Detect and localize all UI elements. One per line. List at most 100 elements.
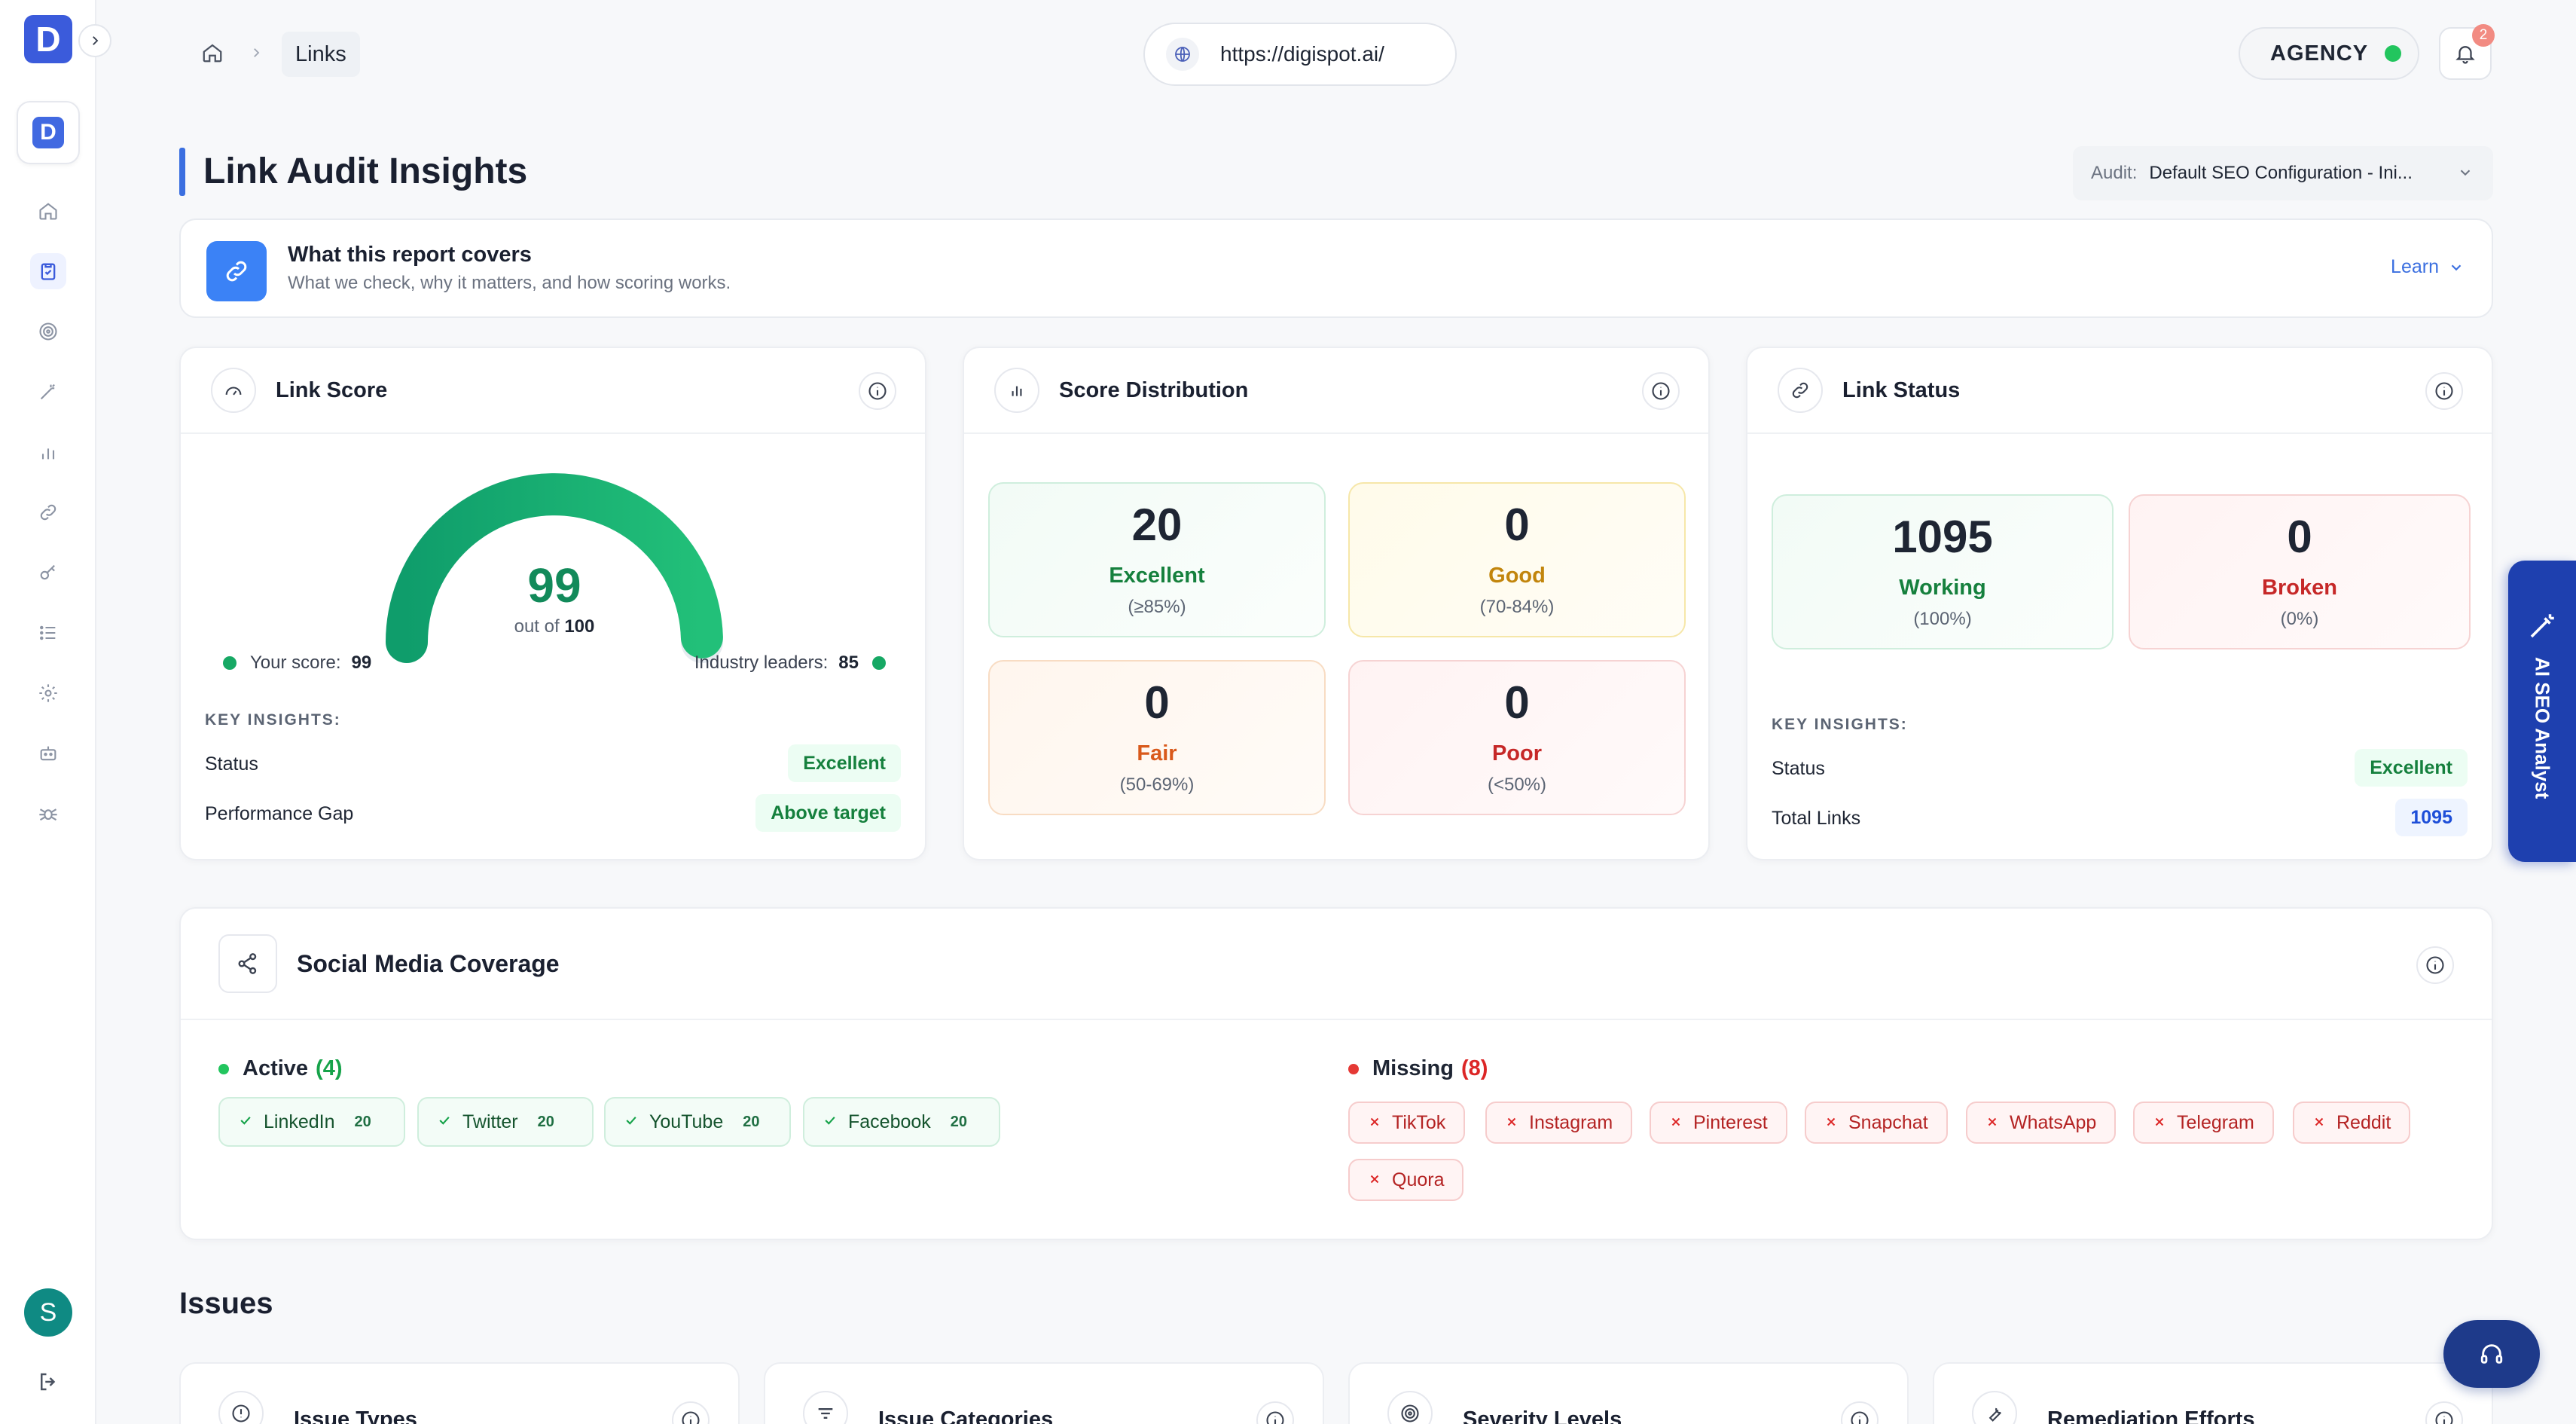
card-title: Severity Levels	[1463, 1407, 1622, 1424]
sidebar-expand-button[interactable]	[78, 24, 111, 57]
chip-label: YouTube	[649, 1111, 724, 1132]
close-icon	[1985, 1112, 1999, 1134]
target-icon	[39, 322, 57, 341]
social-chip-whatsapp[interactable]: WhatsApp	[1966, 1102, 2117, 1144]
social-chip-reddit[interactable]: Reddit	[2293, 1102, 2411, 1144]
breadcrumb-separator	[246, 42, 267, 63]
site-url-pill[interactable]: https://digispot.ai/	[1143, 23, 1457, 86]
active-dot	[218, 1063, 229, 1074]
info-button[interactable]	[2425, 1401, 2463, 1424]
sidebar-item-settings[interactable]	[30, 675, 66, 711]
banner-title: What this report covers	[288, 243, 532, 267]
check-icon	[437, 1111, 452, 1133]
user-avatar[interactable]: S	[24, 1288, 72, 1337]
chevron-down-icon	[2451, 264, 2462, 270]
social-chip-telegram[interactable]: Telegram	[2133, 1102, 2274, 1144]
social-chip-snapchat[interactable]: Snapchat	[1805, 1102, 1948, 1144]
total-links-badge: 1095	[2395, 799, 2468, 836]
stat-name: Broken	[2262, 576, 2337, 600]
notifications-button[interactable]: 2	[2439, 24, 2495, 80]
issues-section-title: Issues	[179, 1287, 273, 1320]
your-score-row: Your score: 99	[223, 652, 371, 674]
status-badge: Excellent	[2355, 749, 2468, 787]
card-title: Social Media Coverage	[297, 949, 560, 977]
info-button[interactable]	[1841, 1401, 1879, 1424]
workspace-switcher[interactable]: D	[17, 101, 80, 164]
severity-levels-card: Severity Levels	[1348, 1362, 1909, 1424]
sidebar-item-list[interactable]	[30, 615, 66, 651]
sidebar-item-audit[interactable]	[30, 253, 66, 289]
chip-label: Snapchat	[1848, 1111, 1928, 1133]
audit-select[interactable]: Audit: Default SEO Configuration - Ini..…	[2073, 146, 2493, 200]
close-icon	[1368, 1112, 1381, 1134]
stat-name: Good	[1488, 564, 1546, 588]
target-icon	[1387, 1391, 1433, 1424]
issue-types-card: Issue Types	[179, 1362, 740, 1424]
sidebar-item-target[interactable]	[30, 313, 66, 350]
info-button[interactable]	[859, 372, 896, 410]
social-chip-youtube[interactable]: YouTube 20	[604, 1097, 791, 1147]
link-status-card: Link Status 1095 Working (100%) 0 Broken…	[1746, 347, 2493, 860]
social-chip-twitter[interactable]: Twitter 20	[417, 1097, 594, 1147]
plan-badge[interactable]: AGENCY	[2239, 27, 2419, 80]
brand-logo[interactable]: D	[24, 15, 72, 63]
sidebar-item-tools[interactable]	[30, 374, 66, 410]
site-url: https://digispot.ai/	[1220, 42, 1384, 66]
page-title: Link Audit Insights	[203, 151, 528, 191]
chevron-right-icon	[254, 48, 260, 57]
info-button[interactable]	[672, 1401, 710, 1424]
logout-button[interactable]	[32, 1365, 65, 1398]
social-chip-facebook[interactable]: Facebook 20	[803, 1097, 1000, 1147]
your-score-dot	[223, 656, 237, 670]
info-button[interactable]	[2425, 372, 2463, 410]
distribution-excellent: 20 Excellent (≥85%)	[988, 482, 1326, 637]
card-title: Issue Categories	[878, 1407, 1054, 1424]
link-icon	[40, 504, 56, 521]
chip-label: Quora	[1392, 1169, 1445, 1190]
ai-seo-analyst-tab[interactable]: AI SEO Analyst	[2508, 561, 2576, 862]
social-chip-instagram[interactable]: Instagram	[1485, 1102, 1633, 1144]
sidebar-item-home[interactable]	[30, 193, 66, 229]
chip-label: Instagram	[1529, 1111, 1613, 1133]
check-icon	[624, 1111, 639, 1133]
score-value: 99	[527, 558, 581, 613]
info-icon	[1851, 1411, 1869, 1424]
info-button[interactable]	[1642, 372, 1680, 410]
status-label: Status	[205, 753, 258, 775]
sidebar-item-links[interactable]	[30, 494, 66, 530]
performance-gap-badge: Above target	[755, 794, 901, 832]
stat-count: 0	[1144, 677, 1170, 728]
missing-count: (8)	[1460, 1056, 1488, 1080]
social-chip-linkedin[interactable]: LinkedIn 20	[218, 1097, 405, 1147]
filter-lines-icon	[803, 1391, 848, 1424]
chip-count: 20	[537, 1113, 554, 1130]
headset-icon	[2480, 1344, 2503, 1364]
sidebar: D D S	[0, 0, 111, 1424]
distribution-fair: 0 Fair (50-69%)	[988, 660, 1326, 815]
info-button[interactable]	[1256, 1401, 1294, 1424]
industry-score-dot	[872, 656, 886, 670]
chip-count: 20	[743, 1113, 760, 1130]
learn-toggle[interactable]: Learn	[2391, 256, 2465, 278]
support-chat-button[interactable]	[2443, 1320, 2540, 1388]
key-insights-label: KEY INSIGHTS:	[205, 711, 341, 729]
sidebar-item-keys[interactable]	[30, 555, 66, 591]
out-of-value: 100	[564, 616, 595, 637]
social-chip-quora[interactable]: Quora	[1348, 1159, 1464, 1201]
stat-count: 0	[1504, 677, 1530, 728]
share-icon	[218, 934, 277, 993]
sidebar-item-bot[interactable]	[30, 735, 66, 772]
info-icon	[2435, 1411, 2453, 1424]
robot-icon	[40, 746, 56, 761]
bar-chart-icon	[994, 368, 1039, 413]
gauge-icon	[211, 368, 256, 413]
missing-label: Missing	[1372, 1056, 1454, 1080]
breadcrumb-home[interactable]	[197, 38, 227, 68]
social-chip-pinterest[interactable]: Pinterest	[1650, 1102, 1787, 1144]
social-chip-tiktok[interactable]: TikTok	[1348, 1102, 1466, 1144]
sidebar-item-analytics[interactable]	[30, 434, 66, 470]
sidebar-item-crawler[interactable]	[30, 796, 66, 832]
home-icon	[203, 44, 222, 63]
magic-wand-icon	[40, 384, 55, 400]
info-button[interactable]	[2416, 946, 2454, 984]
